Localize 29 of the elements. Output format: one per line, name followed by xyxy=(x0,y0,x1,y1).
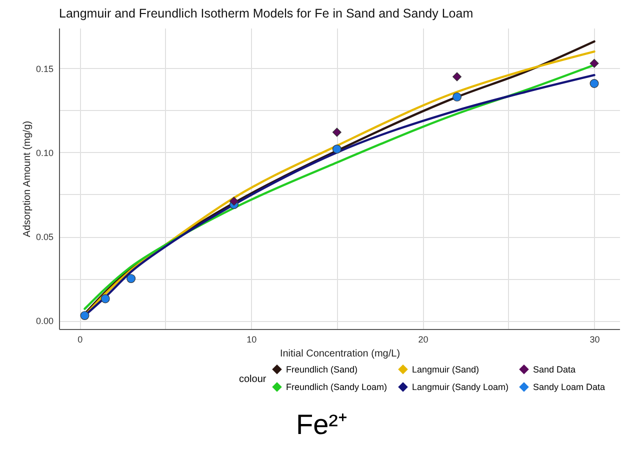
point xyxy=(590,79,599,88)
point xyxy=(230,196,238,206)
y-tick-label: 0.00 xyxy=(36,316,54,326)
point xyxy=(590,58,599,68)
legend-label: Langmuir (Sand) xyxy=(412,364,480,374)
legend-title: colour xyxy=(239,374,267,385)
legend-label: Freundlich (Sandy Loam) xyxy=(286,382,388,392)
caption-text: Fe²⁺ xyxy=(296,408,347,442)
x-tick-label: 10 xyxy=(246,334,257,344)
y-tick-label: 0.10 xyxy=(36,148,54,158)
legend-label: Freundlich (Sand) xyxy=(286,364,358,374)
y-axis-title: Adsorption Amount (mg/g) xyxy=(22,120,33,238)
legend-label: Sand Data xyxy=(533,364,576,374)
point xyxy=(100,294,110,304)
y-tick-label: 0.05 xyxy=(36,232,54,242)
point xyxy=(452,92,462,102)
x-axis-title: Initial Concentration (mg/L) xyxy=(280,348,400,360)
point xyxy=(126,274,136,284)
chart-title: Langmuir and Freundlich Isotherm Models for Fe in Sand and Sandy Loam xyxy=(59,6,474,20)
x-tick-label: 0 xyxy=(78,334,83,344)
point xyxy=(80,311,90,320)
point xyxy=(332,128,342,137)
point xyxy=(452,72,462,82)
x-tick-label: 20 xyxy=(418,334,428,344)
legend-label: Langmuir (Sandy Loam) xyxy=(412,382,509,392)
y-tick-label: 0.15 xyxy=(36,64,54,74)
legend-label: Sandy Loam Data xyxy=(533,382,606,392)
point xyxy=(332,144,342,154)
x-tick-label: 30 xyxy=(590,334,600,344)
